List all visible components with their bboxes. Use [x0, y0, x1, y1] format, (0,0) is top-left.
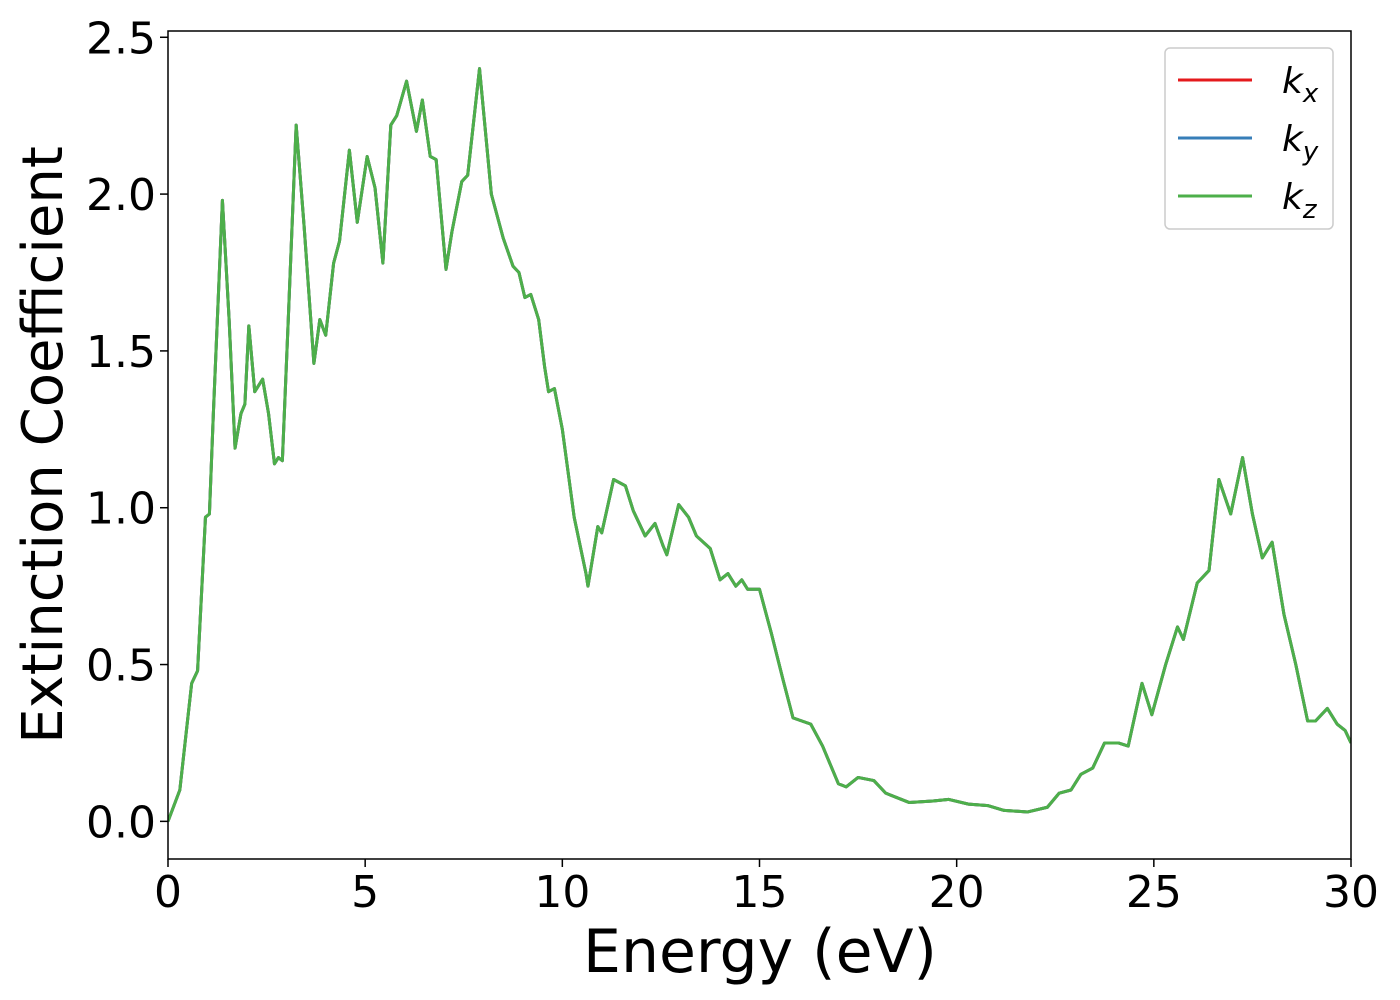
- y-tick-label: 2.0: [86, 170, 156, 221]
- legend-label: kx: [1282, 61, 1319, 109]
- y-tick-label: 1.0: [86, 484, 156, 535]
- x-tick-label: 10: [534, 867, 590, 918]
- x-tick-label: 15: [732, 867, 788, 918]
- y-tick-label: 0.0: [86, 797, 156, 848]
- x-tick-label: 0: [154, 867, 182, 918]
- series-line: [168, 67, 1351, 822]
- y-tick-label: 1.5: [86, 327, 156, 378]
- y-tick-label: 2.5: [86, 13, 156, 64]
- x-tick-label: 30: [1323, 867, 1379, 918]
- x-tick-label: 20: [929, 867, 985, 918]
- y-axis-label: Extinction Coefficient: [11, 146, 76, 744]
- x-axis-label: Energy (eV): [583, 917, 937, 987]
- plot-frame: [167, 30, 1352, 860]
- y-tick-label: 0.5: [86, 641, 156, 692]
- legend-label: kz: [1282, 177, 1318, 225]
- x-tick-label: 25: [1126, 867, 1182, 918]
- legend-label: ky: [1282, 119, 1319, 167]
- x-tick-label: 5: [351, 867, 379, 918]
